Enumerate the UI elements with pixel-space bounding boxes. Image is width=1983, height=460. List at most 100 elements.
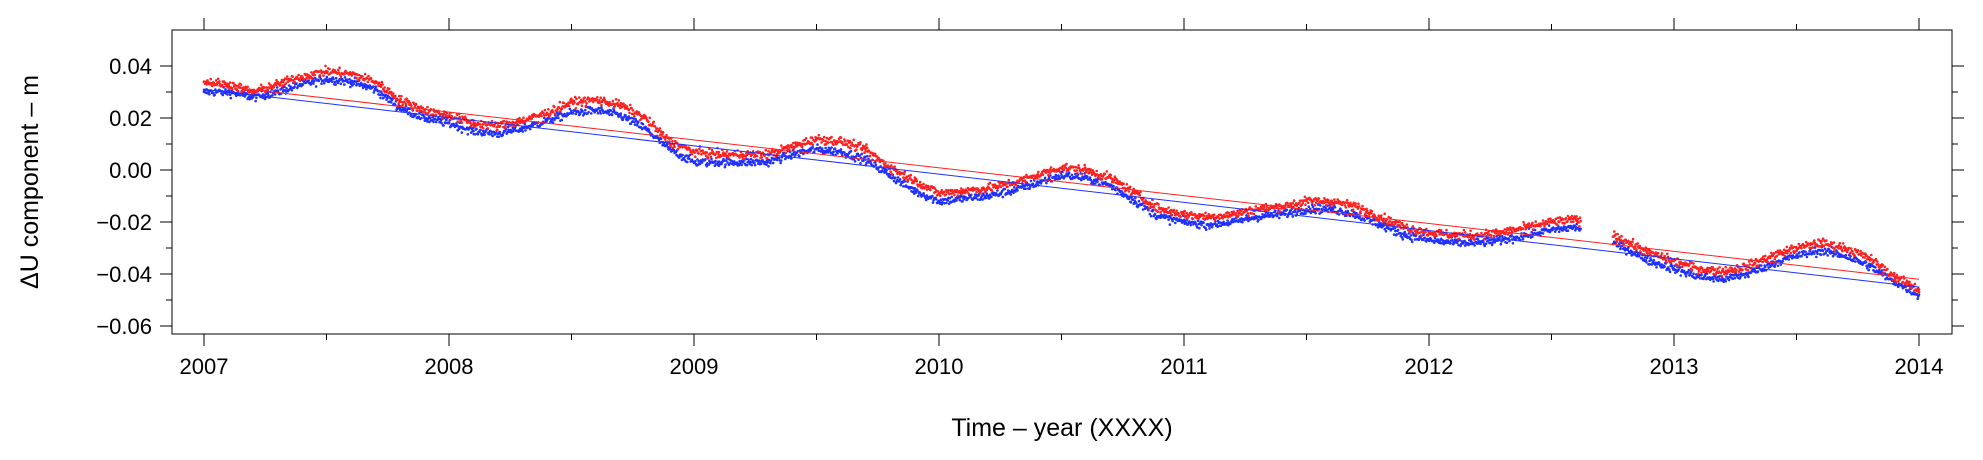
data-point — [1319, 204, 1322, 207]
data-point — [1541, 232, 1545, 235]
data-point — [685, 154, 688, 157]
data-point — [769, 159, 773, 162]
data-point — [426, 105, 429, 109]
data-point — [1570, 214, 1574, 218]
data-point — [364, 83, 368, 87]
data-point — [522, 116, 525, 119]
data-point — [927, 184, 930, 188]
data-point — [428, 116, 432, 119]
data-point — [1789, 251, 1793, 255]
data-point — [580, 104, 584, 107]
data-point — [1668, 270, 1672, 274]
data-point — [263, 93, 266, 97]
data-point — [1463, 231, 1467, 234]
data-point — [1304, 203, 1307, 206]
data-point — [1476, 241, 1480, 245]
data-point — [1825, 239, 1828, 242]
data-point — [903, 180, 907, 183]
data-point — [1147, 209, 1150, 212]
data-point — [1278, 216, 1281, 220]
data-point — [1274, 209, 1277, 212]
data-point — [338, 66, 341, 69]
data-point — [1743, 276, 1747, 279]
data-point — [1764, 265, 1767, 269]
data-point — [1804, 250, 1807, 254]
data-point — [469, 121, 472, 125]
data-point — [1659, 254, 1663, 257]
data-point — [1358, 216, 1362, 219]
data-point — [481, 127, 485, 130]
data-point — [1125, 183, 1129, 186]
data-point — [598, 109, 602, 113]
data-point — [633, 123, 637, 126]
data-point — [392, 92, 395, 95]
data-point — [688, 153, 692, 157]
data-point — [767, 158, 771, 162]
data-point — [1182, 220, 1186, 224]
data-point — [486, 127, 490, 130]
data-point — [607, 110, 611, 114]
data-point — [1452, 241, 1455, 245]
data-point — [1235, 211, 1238, 215]
data-point — [1198, 226, 1201, 230]
data-point — [1690, 268, 1694, 272]
data-point — [1816, 252, 1819, 256]
data-point — [713, 164, 717, 167]
data-point — [1383, 212, 1386, 215]
data-point — [583, 111, 586, 115]
data-point — [940, 189, 943, 192]
data-point — [1679, 274, 1682, 277]
data-point — [431, 115, 435, 119]
data-point — [1439, 229, 1443, 232]
data-point — [625, 105, 629, 108]
data-point — [658, 127, 662, 130]
data-point — [759, 162, 763, 166]
data-point — [567, 104, 571, 107]
data-point — [856, 152, 860, 156]
data-point — [924, 198, 928, 202]
data-point — [981, 198, 984, 201]
data-point — [1112, 181, 1115, 184]
data-point — [873, 161, 877, 164]
data-point — [1555, 223, 1559, 226]
data-point — [368, 84, 372, 87]
data-point — [1916, 297, 1919, 301]
data-point — [558, 100, 562, 104]
data-point — [890, 172, 894, 176]
data-point — [1344, 206, 1348, 209]
data-point — [1204, 228, 1208, 231]
data-point — [637, 120, 640, 123]
data-point — [704, 158, 707, 161]
data-point — [1619, 247, 1622, 251]
data-point — [1317, 207, 1321, 211]
data-point — [414, 102, 418, 106]
data-point — [686, 160, 689, 164]
data-point — [1150, 202, 1154, 206]
data-point — [1190, 211, 1193, 214]
data-point — [1100, 177, 1104, 181]
data-point — [1764, 254, 1767, 258]
data-point — [1094, 182, 1097, 185]
data-point — [1024, 187, 1027, 190]
data-point — [471, 126, 475, 130]
data-point — [1867, 268, 1870, 272]
data-point — [1345, 198, 1349, 202]
data-point — [266, 91, 270, 94]
data-point — [347, 81, 351, 84]
data-point — [745, 163, 749, 167]
data-point — [1175, 209, 1178, 212]
data-point — [1748, 263, 1752, 266]
data-point — [661, 133, 664, 136]
data-point — [946, 199, 949, 202]
data-point — [570, 111, 573, 115]
data-point — [986, 194, 990, 198]
data-point — [291, 75, 294, 78]
data-point — [894, 176, 897, 180]
data-point — [659, 137, 663, 140]
data-point — [1613, 230, 1616, 233]
data-point — [677, 156, 681, 159]
data-point — [1241, 220, 1244, 224]
data-point — [502, 131, 505, 135]
data-point — [1566, 229, 1570, 232]
